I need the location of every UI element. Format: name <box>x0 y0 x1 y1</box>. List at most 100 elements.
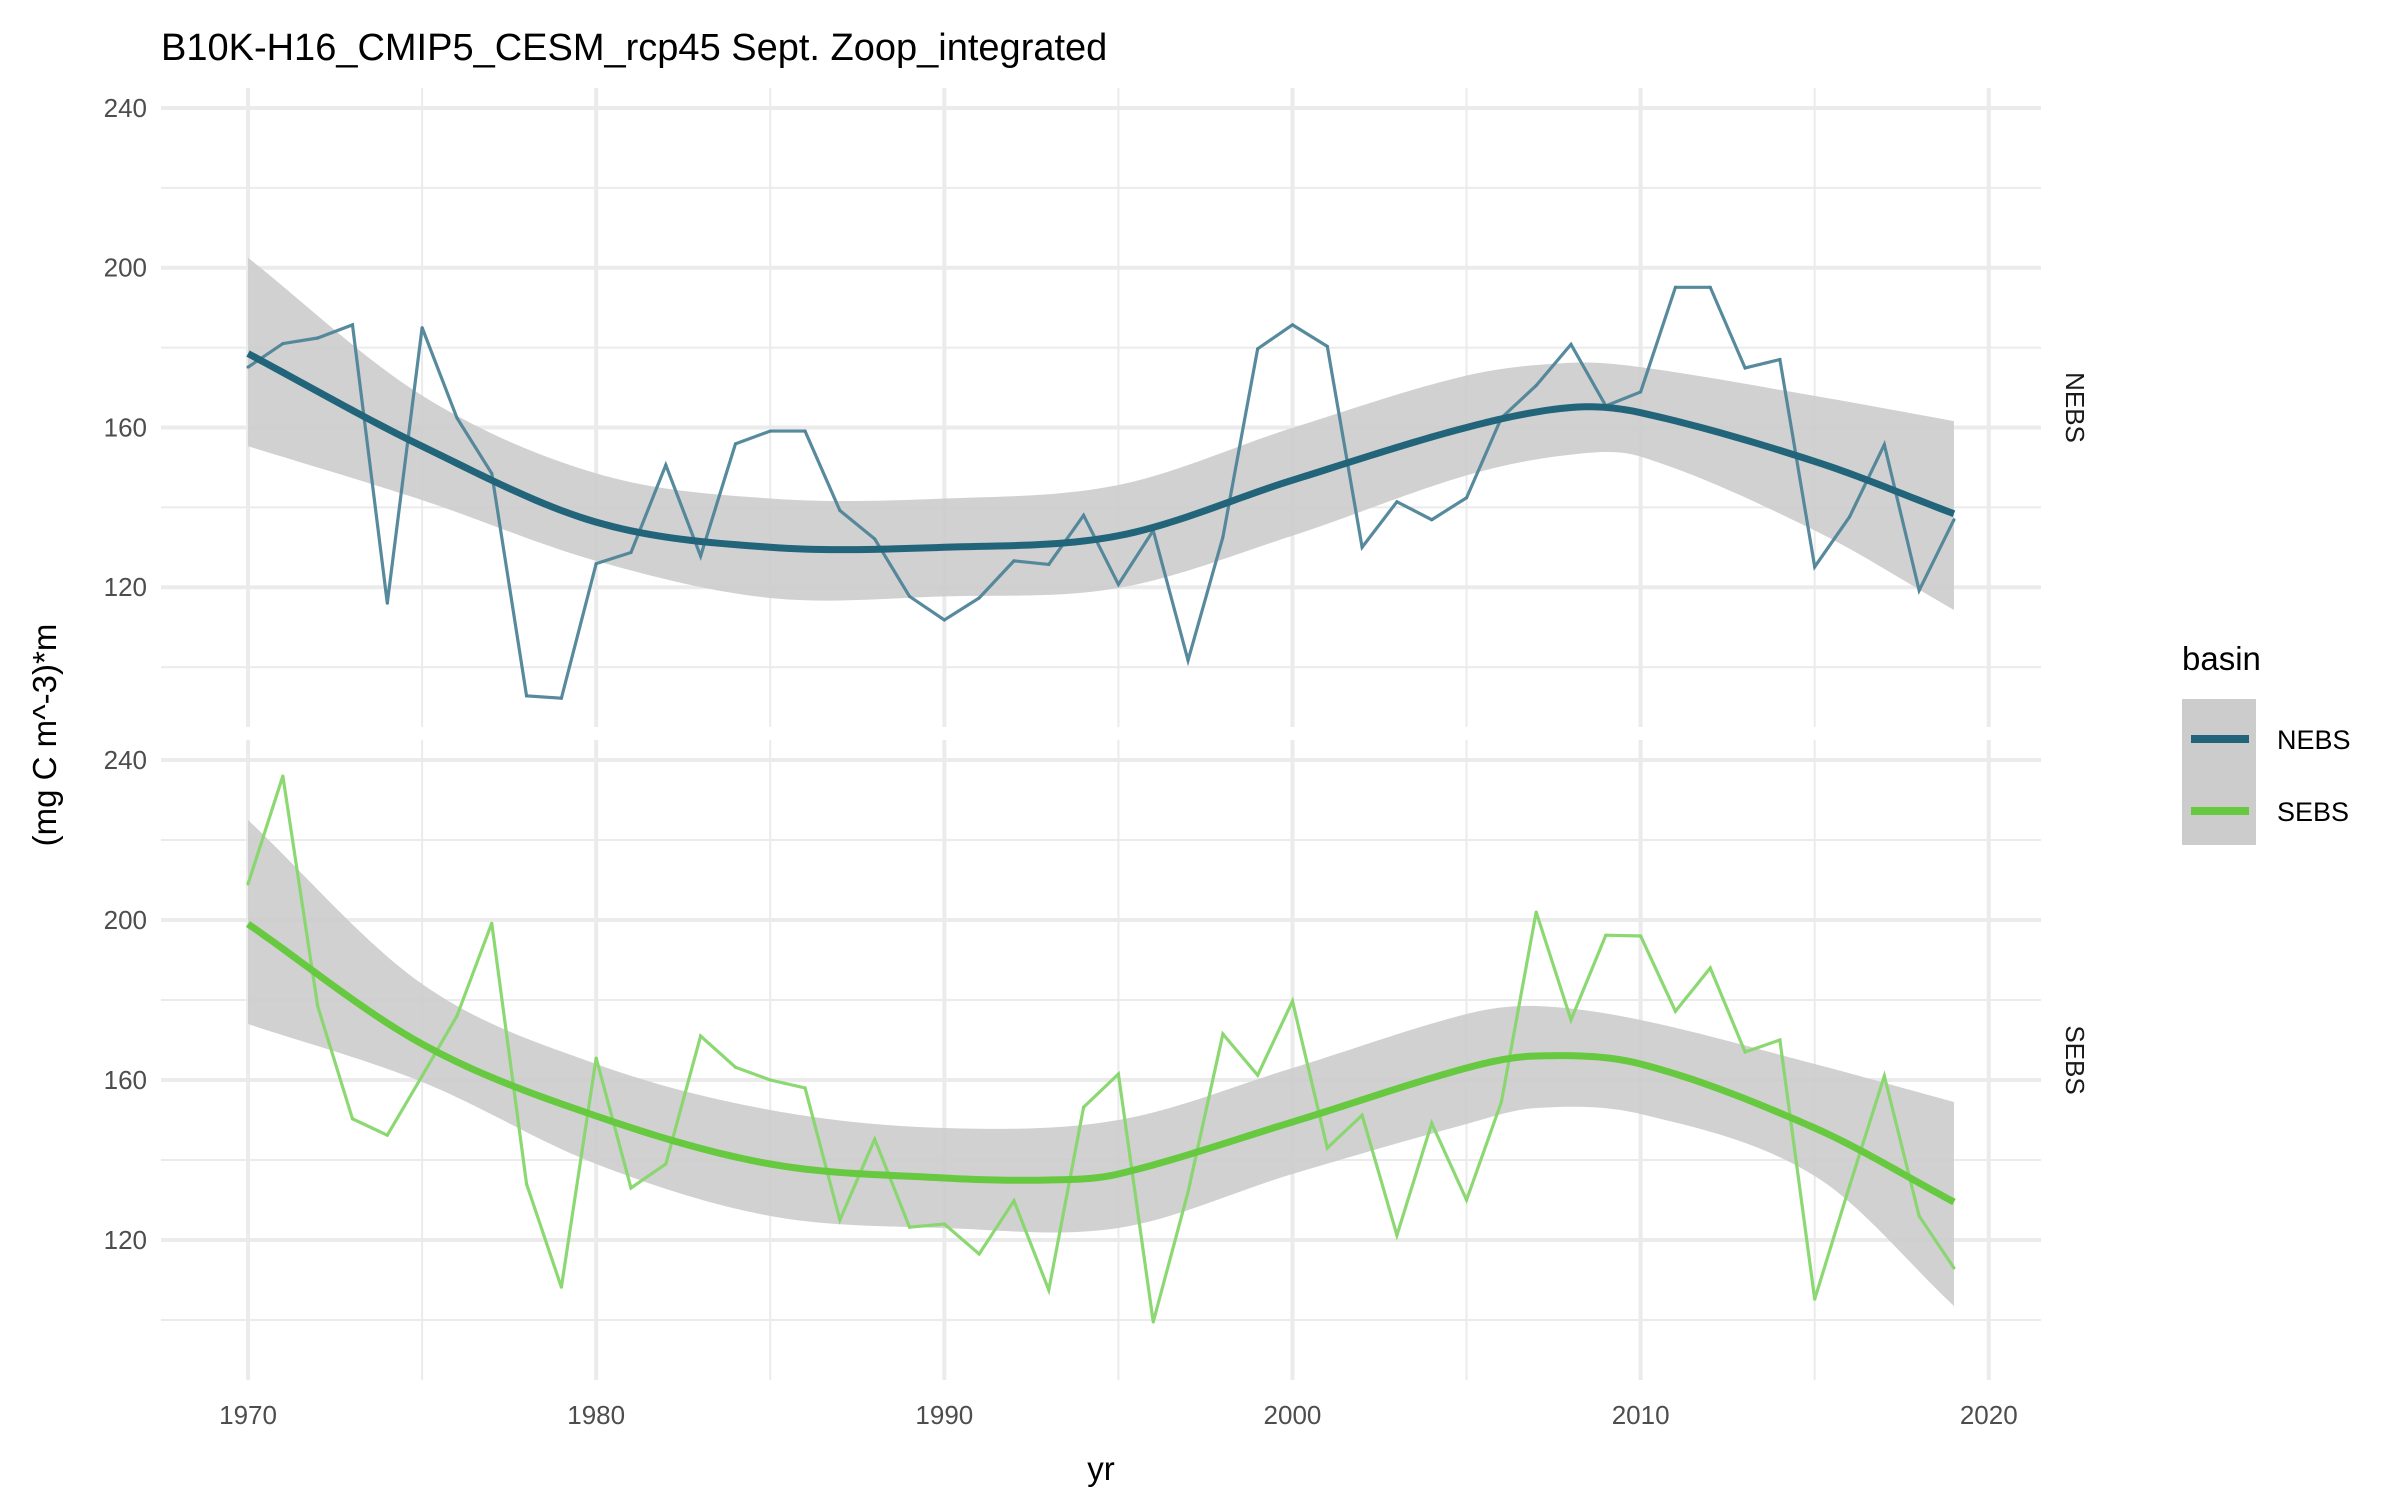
data-point <box>1395 500 1399 504</box>
x-tick-label: 1980 <box>567 1400 625 1430</box>
data-point <box>768 1078 772 1082</box>
y-tick-label: 120 <box>104 1225 147 1255</box>
data-point <box>1395 1233 1399 1237</box>
data-point <box>1708 966 1712 970</box>
data-point <box>1116 582 1120 586</box>
y-tick-label: 200 <box>104 253 147 283</box>
data-point <box>1082 1105 1086 1109</box>
data-point <box>1534 910 1538 914</box>
raw-series-line <box>247 285 1956 700</box>
smooth-fit-line <box>246 921 1956 1206</box>
data-point <box>1465 1198 1469 1202</box>
data-point <box>1290 999 1294 1003</box>
data-point <box>1569 1018 1573 1022</box>
data-point <box>316 1004 320 1008</box>
data-point <box>1012 559 1016 563</box>
data-point <box>246 882 250 886</box>
data-point <box>1186 658 1190 662</box>
data-point <box>525 1182 529 1186</box>
data-point <box>385 1133 389 1137</box>
data-point <box>908 1225 912 1229</box>
data-point <box>1882 1074 1886 1078</box>
y-tick-label: 240 <box>104 745 147 775</box>
data-point <box>1047 1288 1051 1292</box>
data-point <box>1952 1266 1956 1270</box>
data-point <box>1430 518 1434 522</box>
chart-title: B10K-H16_CMIP5_CESM_rcp45 Sept. Zoop_int… <box>161 27 1107 69</box>
data-point <box>699 1034 703 1038</box>
data-point <box>1256 347 1260 351</box>
data-point <box>733 1065 737 1069</box>
data-point <box>977 596 981 600</box>
data-point <box>1256 1073 1260 1077</box>
data-point <box>1290 323 1294 327</box>
data-point <box>1917 588 1921 592</box>
y-axis-label: (mg C m^-3)*m <box>26 624 63 847</box>
panel-sebs: 120 160 200 240 SEBS <box>104 740 2090 1380</box>
legend-title: basin <box>2182 640 2261 677</box>
panel-nebs: 120 160 200 240 NEBS <box>104 88 2090 727</box>
data-point <box>1325 344 1329 348</box>
data-point <box>1151 1320 1155 1324</box>
data-point <box>281 774 285 778</box>
data-point <box>629 550 633 554</box>
data-point <box>594 1056 598 1060</box>
data-point <box>699 554 703 558</box>
data-point <box>385 601 389 605</box>
data-point <box>1848 515 1852 519</box>
data-point <box>629 1186 633 1190</box>
data-point <box>420 326 424 330</box>
data-point <box>525 694 529 698</box>
data-point <box>1743 1050 1747 1054</box>
data-point <box>1360 545 1364 549</box>
data-point <box>281 342 285 346</box>
data-point <box>1325 1146 1329 1150</box>
data-point <box>490 921 494 925</box>
data-point <box>1813 1297 1817 1301</box>
data-point <box>559 1285 563 1289</box>
data-point <box>1639 934 1643 938</box>
data-point <box>1743 366 1747 370</box>
data-point <box>664 1162 668 1166</box>
data-point <box>768 429 772 433</box>
legend-label-sebs: SEBS <box>2277 797 2349 827</box>
x-tick-label: 1990 <box>915 1400 973 1430</box>
data-point <box>733 442 737 446</box>
legend-key-background <box>2182 699 2256 845</box>
legend-label-nebs: NEBS <box>2277 725 2351 755</box>
data-point <box>1848 1184 1852 1188</box>
y-tick-label: 160 <box>104 412 147 442</box>
data-point <box>1465 496 1469 500</box>
x-tick-label: 2000 <box>1264 1400 1322 1430</box>
data-point <box>1673 285 1677 289</box>
data-point <box>1116 1072 1120 1076</box>
data-point <box>1673 1009 1677 1013</box>
legend: basin NEBS SEBS <box>2182 640 2351 845</box>
strip-label: SEBS <box>2060 1025 2090 1094</box>
data-point <box>1186 1190 1190 1194</box>
data-point <box>1360 1113 1364 1117</box>
data-point <box>803 429 807 433</box>
data-point <box>246 365 250 369</box>
data-point <box>873 537 877 541</box>
data-point <box>1569 342 1573 346</box>
smooth-fit-line <box>246 350 1956 554</box>
data-point <box>455 416 459 420</box>
x-tick-label: 2020 <box>1960 1400 2018 1430</box>
x-axis-label: yr <box>1087 1450 1115 1487</box>
data-point <box>1221 1032 1225 1036</box>
strip-label: NEBS <box>2060 372 2090 443</box>
data-point <box>977 1252 981 1256</box>
data-point <box>1082 513 1086 517</box>
data-point <box>1047 562 1051 566</box>
data-point <box>1534 384 1538 388</box>
data-point <box>1012 1199 1016 1203</box>
data-point <box>455 1014 459 1018</box>
data-point <box>1708 285 1712 289</box>
confidence-band <box>248 820 1954 1306</box>
data-point <box>873 1137 877 1141</box>
data-point <box>1882 443 1886 447</box>
data-point <box>490 471 494 475</box>
data-point <box>1430 1121 1434 1125</box>
